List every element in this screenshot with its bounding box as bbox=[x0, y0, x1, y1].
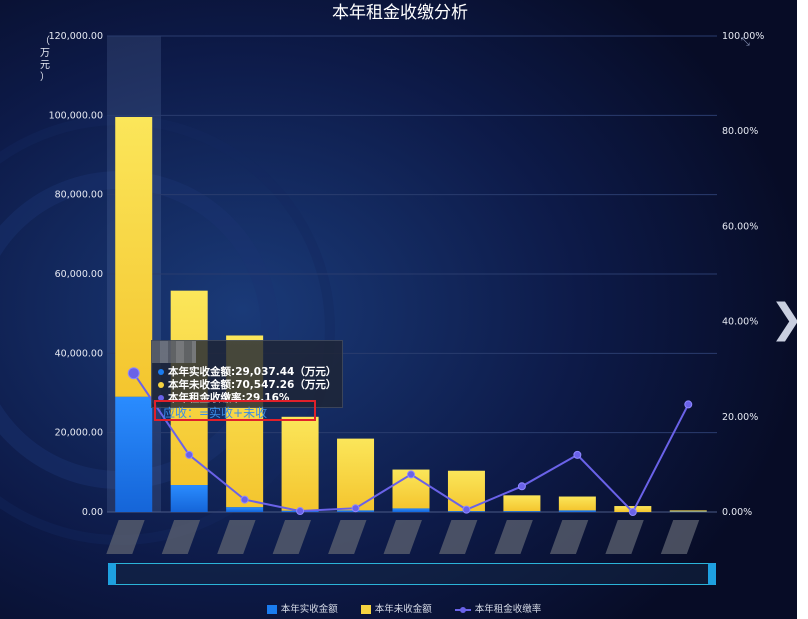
x-category-label-blurred bbox=[328, 520, 367, 554]
y2-tick-label: 60.00% bbox=[722, 221, 758, 232]
y2-tick-label: 40.00% bbox=[722, 317, 758, 328]
tooltip-row-unpaid: 本年未收金额:70,547.26（万元） bbox=[158, 377, 337, 391]
y2-tick-label: 80.00% bbox=[722, 126, 758, 137]
legend-swatch-unpaid bbox=[360, 605, 371, 614]
legend-label-rate: 本年租金收缴率 bbox=[474, 604, 542, 615]
slider-handle-right[interactable] bbox=[708, 563, 716, 585]
tooltip-category-label bbox=[152, 341, 196, 363]
legend-item-actual[interactable]: 本年实收金额 bbox=[266, 601, 338, 615]
x-category-label-blurred bbox=[494, 520, 533, 554]
y2-tick-label: 100.00% bbox=[722, 31, 764, 42]
legend-item-rate[interactable]: 本年租金收缴率 bbox=[454, 601, 542, 615]
legend-swatch-actual bbox=[266, 605, 277, 614]
x-category-label-blurred bbox=[161, 520, 201, 554]
y2-tick-label: 0.00% bbox=[722, 507, 752, 518]
x-category-label-blurred bbox=[217, 520, 256, 554]
tooltip-row-actual: 本年实收金额:29,037.44（万元） bbox=[158, 364, 337, 378]
y-tick-label: 20,000.00 bbox=[55, 428, 103, 439]
rate-point[interactable] bbox=[407, 470, 415, 479]
tooltip-unpaid-text: 本年未收金额:70,547.26（万元） bbox=[168, 379, 337, 391]
rate-point[interactable] bbox=[296, 507, 305, 516]
x-category-label-blurred bbox=[605, 520, 644, 554]
tooltip-dot-actual bbox=[158, 369, 164, 375]
rate-point[interactable] bbox=[240, 495, 249, 504]
left-axis-ticks: 0.00 20,000.00 40,000.00 60,000.00 80,000.00… bbox=[49, 31, 103, 518]
y-axis-unit-label: （万元） bbox=[40, 35, 50, 83]
bar-unpaid[interactable] bbox=[669, 510, 707, 512]
chart-title: 本年租金收缴分析 bbox=[332, 3, 468, 23]
legend-label-unpaid: 本年未收金额 bbox=[374, 604, 432, 615]
bar-unpaid[interactable] bbox=[558, 496, 596, 511]
slider-handle-left[interactable] bbox=[108, 563, 116, 585]
data-zoom-slider[interactable] bbox=[108, 563, 716, 585]
formula-text: 应收：=实收+未收 bbox=[163, 406, 268, 420]
tooltip: 本年实收金额:29,037.44（万元） 本年未收金额:70,547.26（万元… bbox=[151, 340, 343, 408]
x-category-label-blurred bbox=[272, 520, 312, 554]
tooltip-dot-unpaid bbox=[158, 382, 164, 388]
bar-actual[interactable] bbox=[503, 511, 541, 512]
rate-point[interactable] bbox=[517, 482, 526, 491]
rate-point[interactable] bbox=[628, 508, 637, 516]
rate-point[interactable] bbox=[127, 367, 140, 380]
x-category-label-blurred bbox=[439, 520, 478, 554]
formula-annotation-box: 应收：=实收+未收 bbox=[154, 400, 316, 421]
x-category-label-blurred bbox=[383, 520, 422, 554]
y2-tick-label: 20.00% bbox=[722, 412, 758, 423]
chevron-right-icon[interactable]: ❯ bbox=[770, 296, 804, 342]
tooltip-actual-text: 本年实收金额:29,037.44（万元） bbox=[168, 366, 337, 378]
right-axis-ticks: 0.00% 20.00% 40.00% 60.00% 80.00% 100.00% bbox=[722, 31, 764, 518]
y-tick-label: 80,000.00 bbox=[55, 190, 103, 201]
bar-actual[interactable] bbox=[392, 508, 430, 512]
legend-swatch-rate bbox=[454, 605, 471, 614]
legend: 本年实收金额 本年未收金额 本年租金收缴率 bbox=[0, 601, 808, 615]
y-tick-label: 0.00 bbox=[82, 507, 103, 518]
rate-point[interactable] bbox=[185, 450, 194, 459]
bar-actual[interactable] bbox=[115, 396, 153, 512]
tooltip-dot-rate bbox=[158, 395, 164, 401]
y-tick-label: 100,000.00 bbox=[49, 110, 103, 121]
y-axis-unit-char: （ bbox=[40, 35, 50, 47]
legend-item-unpaid[interactable]: 本年未收金额 bbox=[360, 601, 432, 615]
rate-point[interactable] bbox=[684, 400, 693, 409]
bar-actual[interactable] bbox=[558, 510, 596, 512]
rate-line[interactable] bbox=[127, 367, 693, 516]
bar-actual[interactable] bbox=[226, 507, 264, 512]
y-axis-unit-char: 万 bbox=[40, 48, 50, 59]
bar-unpaid[interactable] bbox=[337, 438, 375, 511]
y-tick-label: 40,000.00 bbox=[55, 348, 103, 359]
bar-actual[interactable] bbox=[170, 485, 208, 512]
y-tick-label: 60,000.00 bbox=[55, 269, 103, 280]
y-axis-unit-char: 元 bbox=[40, 60, 50, 71]
rate-point[interactable] bbox=[351, 504, 360, 513]
x-category-label-blurred bbox=[549, 520, 589, 554]
bar-unpaid[interactable] bbox=[503, 495, 541, 512]
expand-icon[interactable]: ⤡ bbox=[741, 35, 750, 48]
x-category-label-blurred bbox=[106, 520, 145, 554]
bar-unpaid[interactable] bbox=[115, 116, 153, 397]
bar-unpaid[interactable] bbox=[281, 416, 319, 511]
x-axis-labels bbox=[106, 520, 700, 554]
y-tick-label: 120,000.00 bbox=[49, 31, 103, 42]
rate-point[interactable] bbox=[462, 505, 471, 514]
y-axis-unit-char: ） bbox=[40, 71, 50, 83]
legend-label-actual: 本年实收金额 bbox=[280, 604, 338, 615]
window-edge bbox=[797, 0, 808, 619]
x-category-label-blurred bbox=[660, 520, 700, 554]
rate-point[interactable] bbox=[573, 450, 582, 459]
